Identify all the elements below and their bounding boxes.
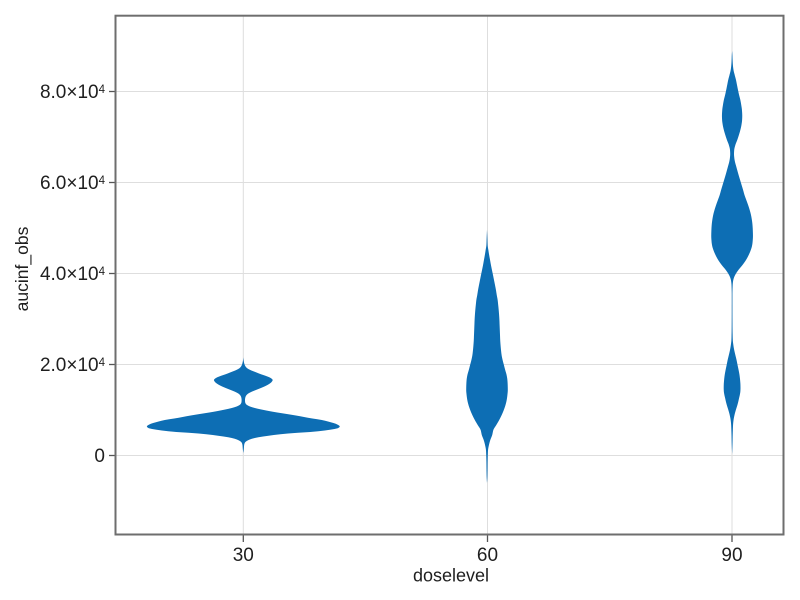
svg-text:aucinf_obs: aucinf_obs (12, 226, 33, 311)
svg-text:2.0×104: 2.0×104 (40, 355, 106, 376)
svg-text:90: 90 (721, 545, 742, 566)
svg-text:4.0×104: 4.0×104 (40, 264, 106, 285)
svg-text:8.0×104: 8.0×104 (40, 82, 106, 103)
svg-text:60: 60 (477, 545, 498, 566)
svg-text:30: 30 (233, 545, 254, 566)
svg-text:6.0×104: 6.0×104 (40, 173, 106, 194)
svg-text:0: 0 (94, 446, 105, 467)
svg-text:doselevel: doselevel (413, 566, 489, 586)
